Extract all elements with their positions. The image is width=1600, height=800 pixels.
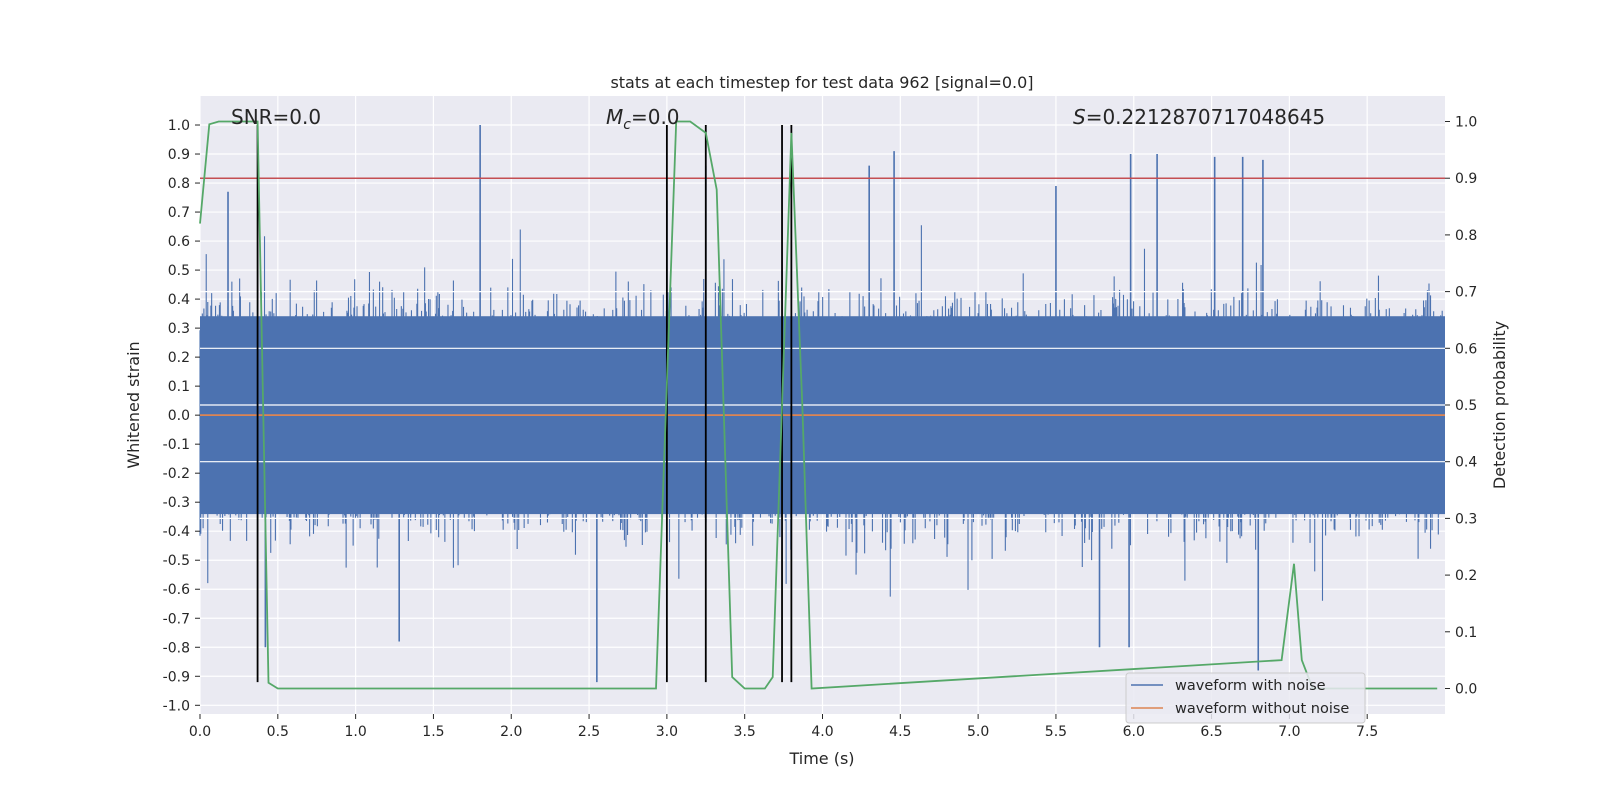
x-tick-label: 4.0 (811, 724, 833, 740)
right-y-axis-label: Detection probability (1490, 321, 1509, 489)
x-tick-label: 6.5 (1200, 724, 1222, 740)
y-right-tick-label: 0.4 (1455, 455, 1477, 471)
y-right-tick-label: 0.5 (1455, 398, 1477, 414)
y-right-tick-label: 1.0 (1455, 115, 1477, 131)
x-tick-label: 4.5 (889, 724, 911, 740)
y-left-tick-label: -0.9 (163, 669, 190, 685)
chirp-mass-annotation: Mc=0.0 (606, 105, 680, 133)
chart-title: stats at each timestep for test data 962… (610, 73, 1033, 92)
y-left-tick-label: 0.0 (168, 408, 190, 424)
x-tick-label: 1.0 (344, 724, 366, 740)
s-annotation: S=0.2212870717048645 (1073, 105, 1325, 129)
x-tick-label: 1.5 (422, 724, 444, 740)
y-left-tick-label: -0.5 (163, 553, 190, 569)
y-left-tick-label: 0.7 (168, 205, 190, 221)
y-left-tick-label: -0.1 (163, 437, 190, 453)
y-right-tick-label: 0.1 (1455, 625, 1477, 641)
y-right-tick-label: 0.8 (1455, 228, 1477, 244)
legend-label-noise: waveform with noise (1175, 678, 1326, 694)
y-right-tick-label: 0.0 (1455, 681, 1477, 697)
x-tick-label: 6.0 (1123, 724, 1145, 740)
y-left-tick-label: 0.4 (168, 292, 190, 308)
snr-annotation: SNR=0.0 (231, 105, 321, 129)
y-left-tick-label: 0.3 (168, 321, 190, 337)
detection-probability-series (199, 120, 1438, 690)
x-tick-label: 7.5 (1356, 724, 1378, 740)
y-left-tick-label: 0.1 (168, 379, 190, 395)
x-tick-label: 0.5 (267, 724, 289, 740)
y-left-tick-label: -0.2 (163, 466, 190, 482)
y-left-tick-label: 0.8 (168, 176, 190, 192)
x-tick-label: 3.0 (656, 724, 678, 740)
y-left-tick-label: 0.5 (168, 263, 190, 279)
y-left-tick-label: -0.7 (163, 611, 190, 627)
y-right-tick-label: 0.3 (1455, 511, 1477, 527)
y-left-tick-label: 0.6 (168, 234, 190, 250)
x-tick-label: 2.5 (578, 724, 600, 740)
probability-trace (199, 120, 1438, 690)
y-right-tick-label: 0.9 (1455, 171, 1477, 187)
y-right-tick-label: 0.6 (1455, 341, 1477, 357)
legend-label-clean: waveform without noise (1175, 701, 1349, 717)
y-left-tick-label: -0.8 (163, 640, 190, 656)
x-tick-label: 0.0 (189, 724, 211, 740)
y-left-tick-label: -0.3 (163, 495, 190, 511)
x-tick-label: 2.0 (500, 724, 522, 740)
x-tick-label: 5.0 (967, 724, 989, 740)
left-y-axis-label: Whitened strain (124, 341, 143, 468)
y-right-tick-label: 0.7 (1455, 285, 1477, 301)
legend: waveform with noise waveform without noi… (1125, 672, 1366, 724)
y-right-tick-label: 0.2 (1455, 568, 1477, 584)
y-left-tick-label: 0.9 (168, 147, 190, 163)
left-y-axis-ticks: -1.0 -0.9 -0.8 -0.7 -0.6 -0.5 -0.4 -0.3 -0.2 -0.1… (163, 118, 200, 714)
right-y-axis-ticks: 0.0 0.1 0.2 0.3 0.4 0.5 0.6 0.7 0.8 0.9 1.0 (1445, 115, 1477, 697)
y-left-tick-label: -1.0 (163, 698, 190, 714)
y-left-tick-label: -0.6 (163, 582, 190, 598)
y-left-tick-label: 1.0 (168, 118, 190, 134)
y-left-tick-label: -0.4 (163, 524, 190, 540)
x-tick-label: 7.0 (1278, 724, 1300, 740)
x-tick-label: 3.5 (734, 724, 756, 740)
legend-box (1125, 672, 1366, 724)
y-left-tick-label: 0.2 (168, 350, 190, 366)
x-axis-ticks: 0.0 0.5 1.0 1.5 2.0 2.5 3.0 3.5 4.0 4.5 5.0 5.5 6.0 6… (189, 714, 1378, 740)
x-axis-label: Time (s) (788, 749, 854, 768)
x-tick-label: 5.5 (1045, 724, 1067, 740)
